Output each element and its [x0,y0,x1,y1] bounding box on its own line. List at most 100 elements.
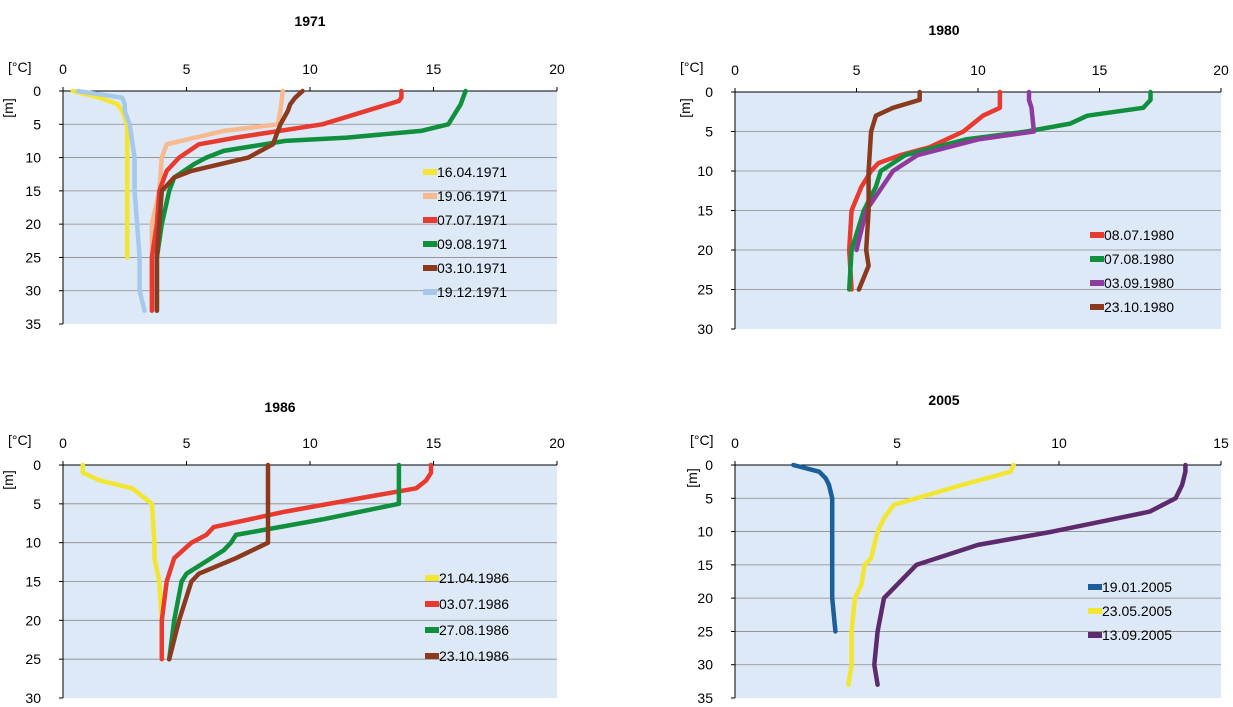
series-line-23.05.2005 [846,462,1016,687]
x-tick-label: 0 [59,61,67,77]
legend-swatch [1088,584,1102,590]
y-tick-label: 20 [25,216,41,232]
legend-swatch [1090,256,1104,262]
legend-swatch [1090,304,1104,310]
x-tick-label: 20 [549,61,565,77]
plot-area [735,465,1221,698]
series-line-07.08.1980 [846,89,1153,292]
series-line-23.10.1986 [166,462,271,662]
y-tick-label: 10 [25,535,41,551]
series-line-03.10.1971 [154,88,305,313]
x-tick-label: 10 [302,61,318,77]
series-line-03.07.1986 [159,462,434,662]
y-axis-unit-label: [m] [0,470,16,489]
y-tick-label: 5 [33,496,41,512]
x-tick-label: 15 [426,61,442,77]
y-tick-label: 15 [25,183,41,199]
x-tick-label: 0 [731,62,739,78]
x-axis-unit-label: [°C] [8,59,32,75]
series-line-03.09.1980 [854,89,1037,253]
y-tick-label: 30 [25,690,41,706]
x-tick-label: 0 [59,435,67,451]
legend-swatch [425,601,439,607]
x-tick-label: 0 [731,435,739,451]
y-tick-label: 20 [697,590,713,606]
legend-label: 13.09.2005 [1102,627,1172,643]
legend-label: 23.05.2005 [1102,603,1172,619]
legend-label: 21.04.1986 [439,570,509,586]
y-tick-label: 35 [697,690,713,706]
y-tick-label: 15 [697,203,713,219]
y-tick-label: 30 [697,657,713,673]
legend-swatch [425,627,439,633]
legend-swatch [423,241,437,247]
y-axis-unit-label: [m] [677,98,693,117]
legend-swatch [425,653,439,659]
y-tick-label: 10 [25,150,41,166]
chart-title: 1971 [294,13,325,29]
legend-label: 19.12.1971 [437,284,507,300]
y-tick-label: 25 [25,651,41,667]
legend-label: 19.06.1971 [437,188,507,204]
x-tick-label: 5 [853,62,861,78]
series-line-23.10.1980 [856,89,922,292]
y-tick-label: 5 [705,124,713,140]
chart-1971: 0 5 10 15 20 0 5 10 15 20 25 30 35 1971 [°C] [m] 16.04.1… [0,13,565,332]
legend-label: 23.10.1986 [439,648,509,664]
y-tick-label: 25 [697,623,713,639]
legend-label: 27.08.1986 [439,622,509,638]
x-axis-unit-label: [°C] [680,59,704,75]
x-tick-label: 15 [1213,435,1229,451]
legend-label: 07.08.1980 [1104,251,1174,267]
legend-label: 23.10.1980 [1104,299,1174,315]
chart-1980: 0 5 10 15 20 0 5 10 15 20 25 30 1980 [°C] [m] 08.07.198… [677,22,1229,337]
chart-title: 1980 [928,22,959,38]
y-tick-label: 15 [697,557,713,573]
legend-label: 08.07.1980 [1104,227,1174,243]
y-axis-unit-label: [m] [0,98,16,117]
chart-1986: 0 5 10 15 20 0 5 10 15 20 25 30 1986 [°C] [m] 21.04.198… [0,399,565,706]
x-tick-label: 20 [1213,62,1229,78]
legend-swatch [423,169,437,175]
legend-swatch [1090,232,1104,238]
legend-swatch [423,265,437,271]
y-tick-label: 35 [25,316,41,332]
series-line-19.06.1971 [149,88,286,313]
series-line-09.08.1971 [154,88,468,313]
y-tick-label: 20 [697,242,713,258]
y-tick-label: 5 [705,490,713,506]
legend-label: 07.07.1971 [437,212,507,228]
y-tick-label: 0 [33,83,41,99]
x-axis-unit-label: [°C] [8,432,32,448]
x-tick-label: 15 [1092,62,1108,78]
y-tick-label: 25 [697,282,713,298]
x-tick-label: 10 [1051,435,1067,451]
y-tick-label: 0 [33,457,41,473]
x-tick-label: 15 [426,435,442,451]
x-tick-label: 10 [302,435,318,451]
legend-swatch [423,193,437,199]
series-line-16.04.1971 [70,88,130,260]
legend-label: 03.09.1980 [1104,275,1174,291]
legend-swatch [1088,608,1102,614]
series-line-19.12.1971 [75,88,147,313]
x-tick-label: 10 [970,62,986,78]
series-line-27.08.1986 [166,462,402,662]
legend-label: 09.08.1971 [437,236,507,252]
y-tick-label: 0 [705,457,713,473]
y-tick-label: 30 [697,321,713,337]
plot-area [63,91,557,324]
legend-swatch [423,289,437,295]
y-tick-label: 20 [25,612,41,628]
series-line-21.04.1986 [80,462,165,662]
x-axis-unit-label: [°C] [690,432,714,448]
legend-swatch [423,217,437,223]
series-line-19.01.2005 [791,462,838,634]
y-axis-unit-label: [m] [684,468,700,487]
y-tick-label: 25 [25,249,41,265]
legend-label: 19.01.2005 [1102,579,1172,595]
y-tick-label: 0 [705,84,713,100]
legend-swatch [1090,280,1104,286]
chart-2005: 0 5 10 15 0 5 10 15 20 25 30 35 2005 [°C] [m] 19.01.200… [684,392,1229,706]
